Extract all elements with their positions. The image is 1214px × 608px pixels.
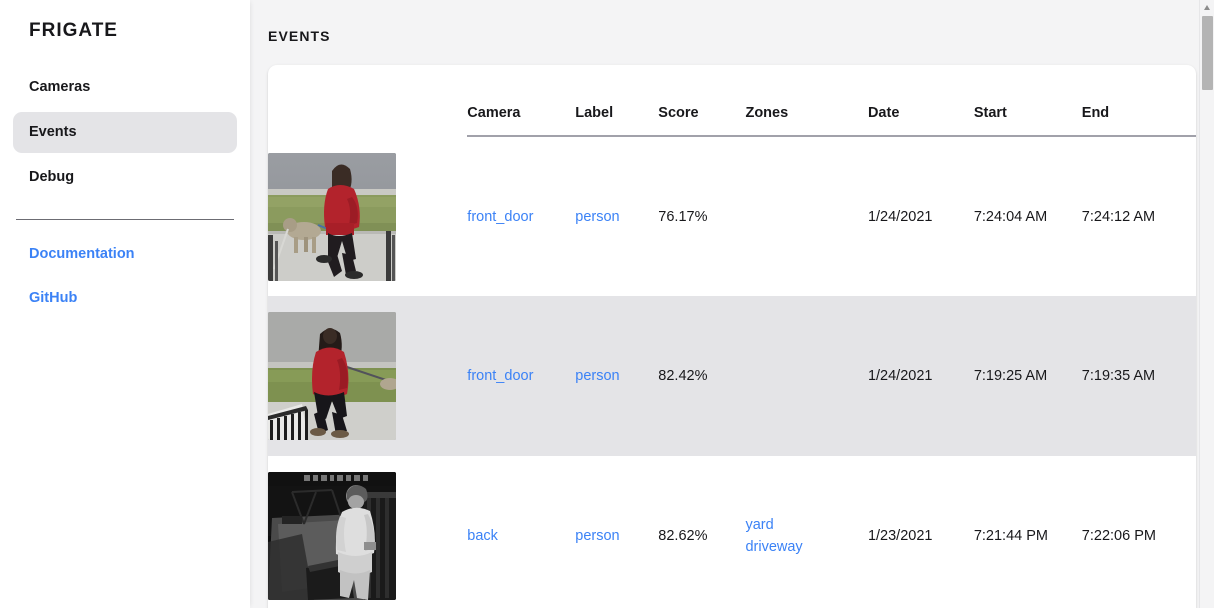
table-row[interactable]: front_door person 76.17% 1/24/2021 7:24:…: [268, 136, 1196, 296]
event-end-cell: 7:22:06 PM: [1081, 528, 1156, 545]
scrollbar-up-arrow-icon[interactable]: [1200, 0, 1214, 14]
page-title: EVENTS: [268, 28, 331, 45]
event-zones-cell: yard driveway: [745, 456, 867, 608]
events-table-header: Camera Label Score Zones Date Start End: [268, 64, 1196, 138]
sidebar: FRIGATE Cameras Events Debug Documentati…: [0, 0, 250, 608]
event-start-cell: 7:19:25 AM: [973, 368, 1048, 385]
event-camera-cell: front_door: [467, 136, 575, 296]
event-date-cell: 1/24/2021: [867, 368, 933, 385]
event-thumbnail-person-white-shirt-night-infrared[interactable]: [268, 472, 396, 601]
event-label-cell: person: [575, 456, 658, 608]
event-thumbnail-person-red-coat-walking-dog-daytime[interactable]: [268, 152, 396, 281]
table-row[interactable]: front_door person 82.42% 1/24/2021 7:19:…: [268, 296, 1196, 457]
event-end-cell: 7:24:12 AM: [1081, 208, 1156, 225]
sidebar-nav: Cameras Events Debug Documentation GitHu…: [13, 67, 237, 319]
column-header-end: End: [1081, 64, 1196, 138]
main-content: EVENTS Camera Label Score Zones Date Sta…: [250, 0, 1214, 608]
event-label-link[interactable]: person: [575, 208, 620, 225]
column-header-label: Label: [575, 64, 659, 138]
event-start-cell: 7:24:04 AM: [973, 208, 1048, 225]
app-brand-title: FRIGATE: [29, 20, 118, 41]
event-score-cell: 82.62%: [658, 528, 708, 545]
event-camera-link[interactable]: front_door: [467, 208, 534, 225]
column-header-zones: Zones: [745, 64, 868, 138]
sidebar-item-debug[interactable]: Debug: [29, 168, 75, 185]
events-table: Camera Label Score Zones Date Start End: [268, 64, 1196, 608]
event-thumbnail-cell: [268, 296, 467, 456]
table-header-row: Camera Label Score Zones Date Start End: [268, 64, 1196, 138]
sidebar-item-events[interactable]: Events: [13, 111, 237, 153]
column-header-thumbnail: [268, 65, 467, 136]
sidebar-link-documentation[interactable]: Documentation: [29, 245, 135, 262]
sidebar-divider: [16, 218, 234, 220]
column-header-score: Score: [658, 64, 746, 138]
events-table-body: front_door person 76.17% 1/24/2021 7:24:…: [268, 136, 1196, 608]
event-zones-cell: [745, 136, 867, 296]
event-score-cell: 82.42%: [658, 368, 708, 385]
event-camera-cell: front_door: [467, 296, 575, 456]
event-zone-link[interactable]: yard: [745, 516, 774, 533]
column-header-start: Start: [973, 64, 1082, 138]
event-date-cell: 1/24/2021: [867, 208, 933, 225]
sidebar-link-github[interactable]: GitHub: [29, 289, 78, 306]
event-thumbnail-person-red-coat-walking-dog-sidewalk[interactable]: [268, 312, 396, 441]
event-start-cell: 7:21:44 PM: [973, 528, 1048, 545]
event-zone-link[interactable]: driveway: [745, 539, 803, 556]
event-date-cell: 1/23/2021: [867, 528, 933, 545]
scrollbar-thumb[interactable]: [1202, 16, 1213, 90]
event-camera-link[interactable]: front_door: [467, 368, 534, 385]
event-label-cell: person: [575, 136, 658, 296]
sidebar-item-cameras[interactable]: Cameras: [29, 78, 91, 95]
events-card: Camera Label Score Zones Date Start End: [268, 64, 1196, 608]
event-end-cell: 7:19:35 AM: [1081, 368, 1156, 385]
event-zones-cell: [745, 296, 867, 456]
event-thumbnail-cell: [268, 136, 467, 296]
column-header-camera: Camera: [467, 64, 576, 138]
event-label-link[interactable]: person: [575, 528, 620, 545]
event-label-cell: person: [575, 296, 658, 456]
event-camera-link[interactable]: back: [467, 528, 498, 545]
event-thumbnail-cell: [268, 456, 467, 608]
event-camera-cell: back: [467, 456, 575, 608]
event-score-cell: 76.17%: [658, 208, 708, 225]
column-header-date: Date: [867, 64, 974, 138]
table-row[interactable]: back person 82.62% yard driveway 1/23/20…: [268, 456, 1196, 608]
page-scrollbar[interactable]: [1199, 0, 1214, 608]
event-label-link[interactable]: person: [575, 368, 620, 385]
